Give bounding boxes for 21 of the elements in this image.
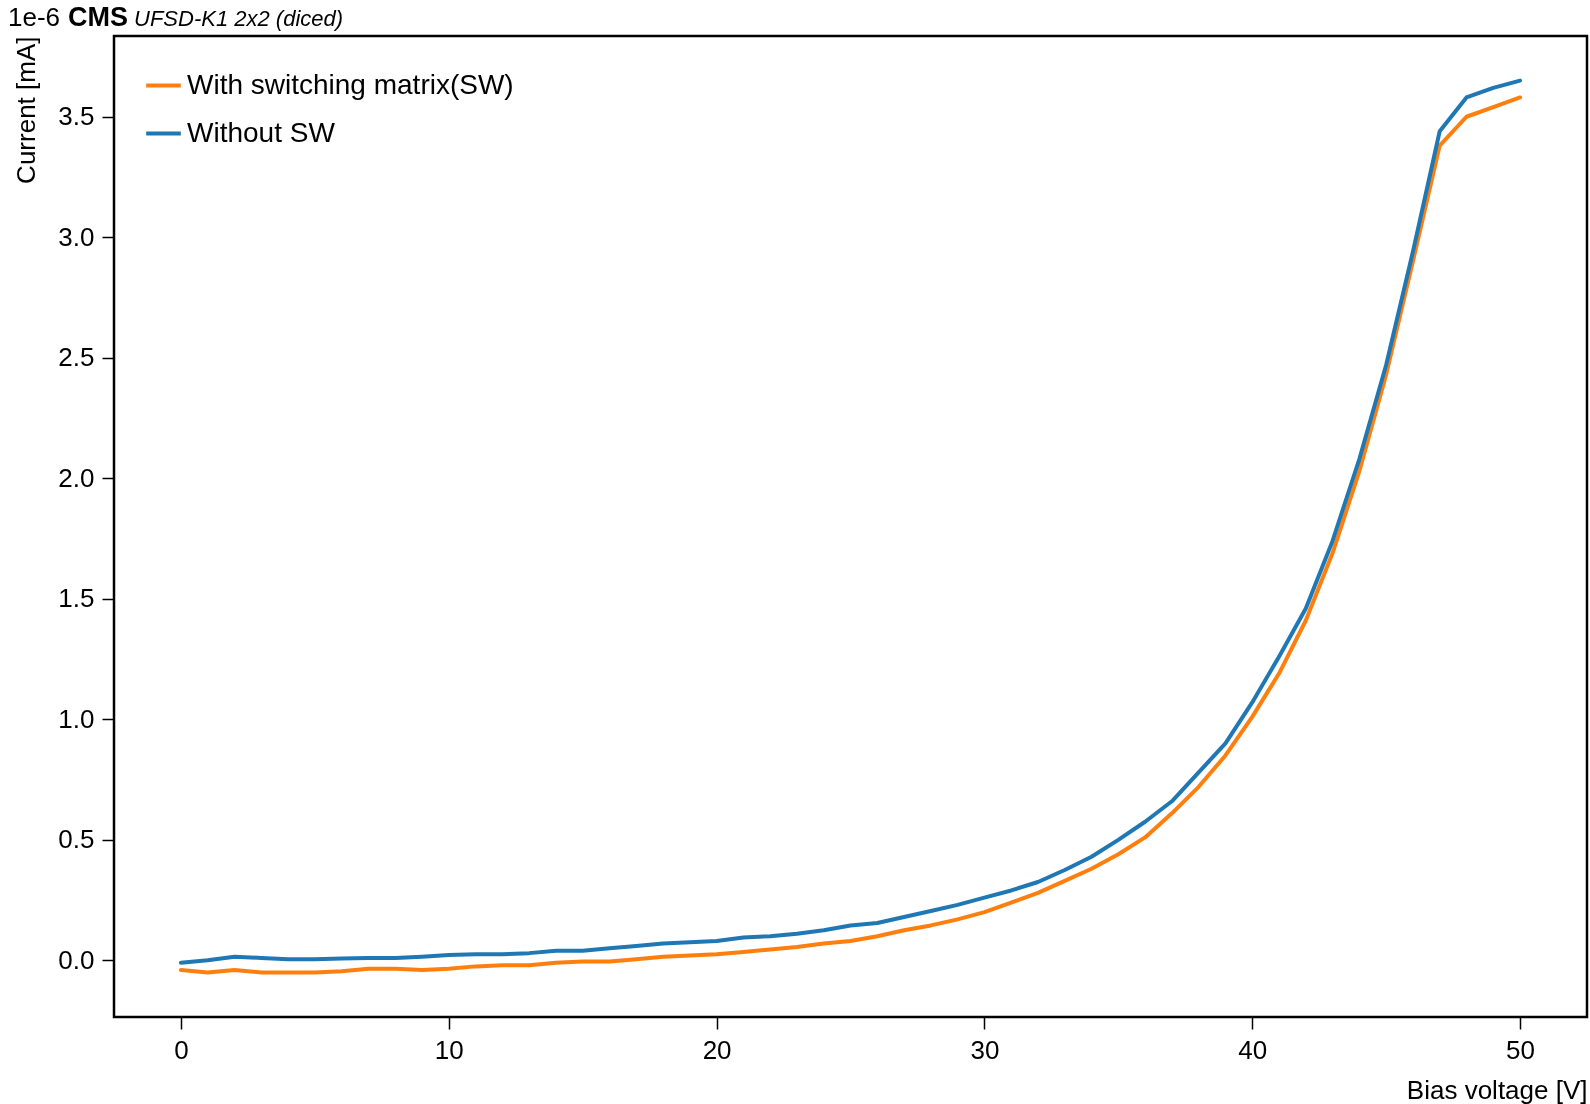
y-tick-label: 2.5 xyxy=(58,342,95,373)
x-tick-label: 20 xyxy=(702,1034,732,1065)
y-tick-label: 1.0 xyxy=(58,703,95,734)
text: 1e-6 xyxy=(8,2,61,32)
y-tick-label: 3.5 xyxy=(58,101,95,132)
y-tick-label: 3.0 xyxy=(58,221,95,252)
x-tick-label: 50 xyxy=(1506,1034,1536,1065)
x-tick-label: 40 xyxy=(1238,1034,1268,1065)
x-tick-label: 30 xyxy=(970,1034,1000,1065)
chart-subtitle: UFSD-K1 2x2 (diced) xyxy=(134,6,344,31)
chart-title: CMS xyxy=(68,2,129,32)
y-tick-label: 0.0 xyxy=(58,944,95,975)
x-tick-label: 0 xyxy=(174,1034,189,1065)
y-axis-title: Current [mA] xyxy=(11,36,42,184)
legend-label: With switching matrix(SW) xyxy=(187,68,514,100)
x-axis-title: Bias voltage [V] xyxy=(1406,1074,1588,1104)
y-tick-label: 1.5 xyxy=(58,583,95,614)
x-tick-label: 10 xyxy=(434,1034,464,1065)
legend-label: Without SW xyxy=(187,116,336,148)
y-tick-label: 0.5 xyxy=(58,824,95,855)
y-tick-label: 2.0 xyxy=(58,462,95,493)
